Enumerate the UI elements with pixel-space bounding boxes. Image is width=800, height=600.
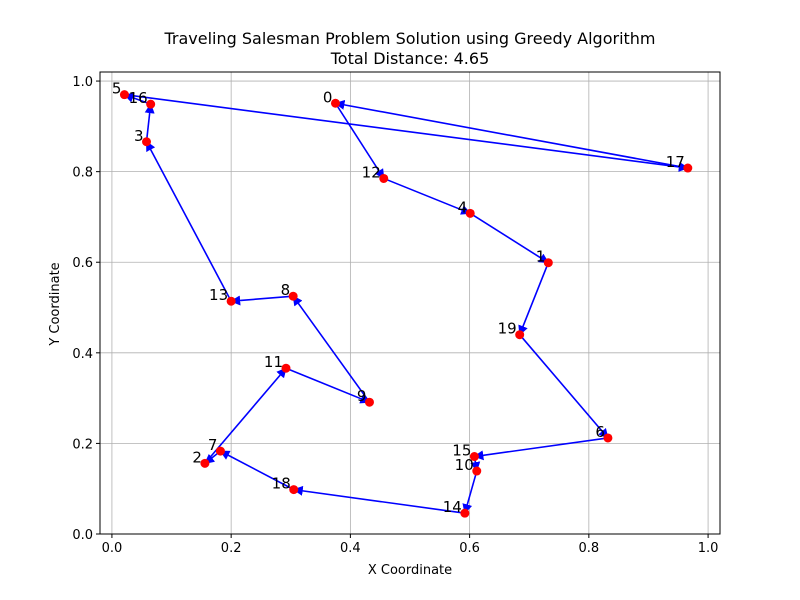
city-point-13 [226, 296, 236, 306]
city-point-15 [469, 452, 479, 462]
city-label-8: 8 [281, 281, 291, 299]
city-point-18 [289, 485, 299, 495]
x-tick-label: 0.0 [102, 541, 123, 556]
tour-edge-16-5 [123, 93, 151, 105]
city-label-6: 6 [595, 423, 605, 441]
y-tick-label: 0.2 [72, 437, 93, 452]
city-label-14: 14 [443, 498, 462, 516]
city-label-19: 19 [498, 320, 517, 338]
city-label-15: 15 [452, 442, 471, 460]
y-tick-label: 0.8 [72, 166, 93, 181]
city-label-16: 16 [129, 89, 148, 107]
x-tick-label: 0.6 [459, 541, 480, 556]
city-label-17: 17 [666, 153, 685, 171]
x-tick-label: 0.4 [340, 541, 361, 556]
city-label-1: 1 [536, 248, 546, 266]
chart-title: Traveling Salesman Problem Solution usin… [163, 29, 655, 48]
x-tick-label: 0.2 [221, 541, 242, 556]
tour-edge-14-18 [292, 485, 465, 514]
city-label-13: 13 [209, 286, 228, 304]
city-point-19 [515, 330, 525, 340]
tour-edge-5-17 [124, 93, 689, 172]
city-label-11: 11 [264, 353, 283, 371]
x-tick-label: 0.8 [579, 541, 600, 556]
city-point-11 [281, 363, 291, 373]
city-point-16 [146, 99, 156, 109]
y-tick-label: 0.4 [72, 347, 93, 362]
plot-frame [99, 71, 721, 535]
tour-edge-9-8 [292, 295, 371, 403]
city-label-5: 5 [112, 80, 122, 98]
x-axis-label: X Coordinate [368, 563, 452, 578]
city-point-3 [142, 137, 151, 147]
tour-edge-6-15 [473, 437, 609, 461]
tour-edge-8-13 [230, 295, 294, 306]
city-label-10: 10 [455, 456, 474, 474]
axis-ticks: 0.0 0.2 0.4 0.6 0.8 1.0 0.0 0.2 0.4 0.6 0.8 1.0 [72, 75, 718, 556]
city-point-10 [472, 466, 482, 476]
y-axis-label: Y Coordinate [48, 262, 63, 346]
city-point-2 [200, 458, 210, 468]
tour-edge-3-16 [144, 103, 155, 142]
tour-edge-19-6 [519, 334, 609, 439]
city-point-6 [603, 433, 613, 443]
tour-edge-0-12 [334, 102, 385, 180]
city-point-0 [330, 98, 340, 108]
y-tick-label: 1.0 [72, 75, 93, 90]
x-tick-label: 1.0 [698, 541, 719, 556]
y-tick-label: 0.0 [72, 528, 93, 543]
city-label-18: 18 [272, 475, 291, 493]
city-label-4: 4 [458, 198, 468, 216]
city-label-7: 7 [208, 436, 218, 454]
city-point-1 [543, 258, 553, 268]
city-point-8 [288, 291, 298, 301]
city-label-0: 0 [323, 88, 333, 106]
city-point-7 [215, 446, 225, 456]
city-label-9: 9 [357, 387, 367, 405]
city-point-5 [119, 90, 129, 100]
tour-edge-17-0 [334, 99, 688, 169]
tour-edge-13-3 [145, 140, 232, 302]
city-label-12: 12 [362, 163, 381, 181]
city-point-14 [460, 508, 470, 518]
city-point-17 [683, 163, 693, 173]
tour-edge-11-9 [285, 367, 371, 404]
city-point-9 [364, 397, 374, 407]
y-tick-label: 0.6 [72, 256, 93, 271]
chart-subtitle: Total Distance: 4.65 [330, 49, 490, 68]
city-point-4 [465, 208, 475, 218]
tour-edge-1-19 [518, 262, 550, 336]
tour-edge-4-1 [469, 212, 550, 264]
tour-edge-12-4 [383, 177, 472, 215]
tour-edge-10-14 [462, 470, 478, 515]
city-point-12 [379, 173, 389, 183]
city-points [119, 90, 693, 518]
city-label-3: 3 [134, 127, 144, 145]
tour-edge-18-7 [219, 450, 295, 491]
city-label-2: 2 [192, 448, 202, 466]
